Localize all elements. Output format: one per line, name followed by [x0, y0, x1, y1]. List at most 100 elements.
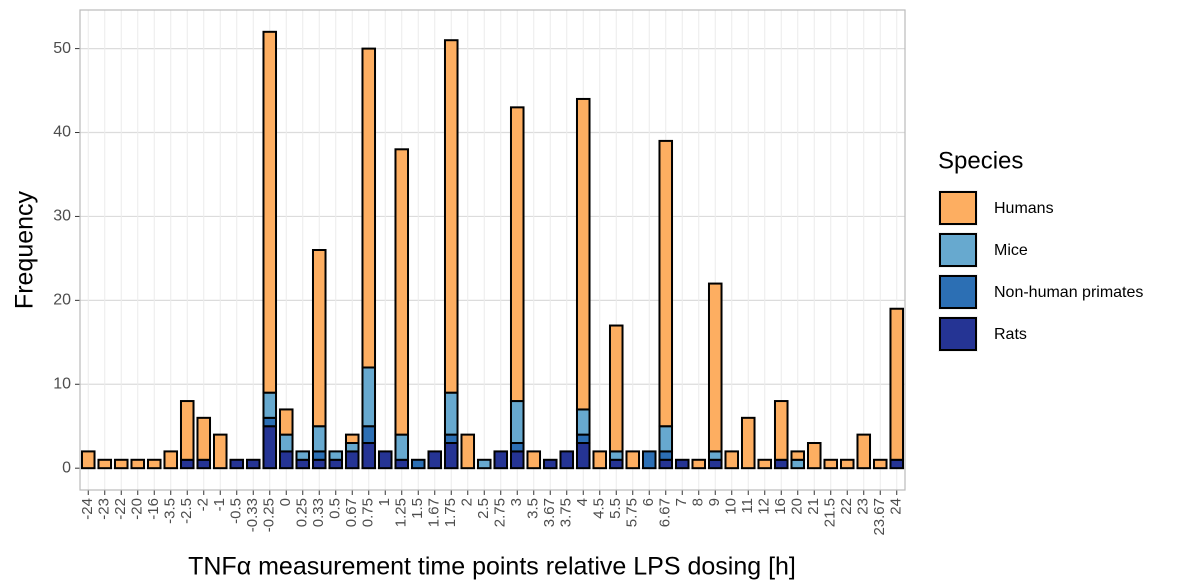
- legend-swatch: [939, 275, 977, 309]
- legend-title: Species: [938, 147, 1023, 174]
- bar-segment: [295, 450, 311, 461]
- x-tick-label: 6: [640, 498, 657, 506]
- x-tick-label: 0.67: [343, 498, 360, 527]
- bar-segment: [658, 450, 674, 461]
- bar-segment: [328, 450, 344, 461]
- bar-segment: [658, 458, 674, 470]
- panel-border: [79, 9, 906, 491]
- bar-segment: [493, 450, 509, 470]
- bar-segment: [262, 391, 278, 419]
- bar-segment: [179, 400, 195, 461]
- x-tick-label: 3.67: [541, 498, 558, 527]
- x-tick-label: 4: [574, 498, 591, 506]
- bar-segment: [608, 458, 624, 470]
- x-tick-label: -24: [79, 498, 96, 520]
- bar-segment: [311, 425, 327, 453]
- bar-segment: [757, 458, 773, 470]
- bar-segment: [130, 458, 146, 470]
- bar-segment: [262, 30, 278, 394]
- bar-segment: [394, 148, 410, 436]
- x-tick-label: 23.67: [871, 498, 888, 536]
- legend-swatch: [939, 191, 977, 225]
- bar-segment: [361, 366, 377, 428]
- bar-segment: [790, 458, 806, 470]
- legend-label: Rats: [994, 326, 1027, 343]
- legend-label: Non-human primates: [994, 284, 1143, 301]
- x-tick-label: 20: [789, 498, 806, 515]
- bar-segment: [443, 39, 459, 394]
- bar-segment: [427, 450, 443, 470]
- x-tick-label: 0.25: [294, 498, 311, 527]
- x-tick-label: 16: [772, 498, 789, 515]
- bar-segment: [526, 450, 542, 470]
- bar-segment: [707, 450, 723, 461]
- x-tick-label: -1: [211, 498, 228, 511]
- bar-segment: [872, 458, 888, 470]
- bar-segment: [509, 400, 525, 445]
- bar-segment: [674, 458, 690, 470]
- x-tick-label: -2.5: [178, 498, 195, 524]
- bar-segment: [361, 47, 377, 369]
- bar-segment: [707, 282, 723, 453]
- bar-segment: [163, 450, 179, 470]
- bar-segment: [295, 458, 311, 470]
- bar-segment: [823, 458, 839, 470]
- bar-segment: [608, 324, 624, 453]
- x-tick-label: 0.33: [310, 498, 327, 527]
- bar-segment: [311, 450, 327, 461]
- x-tick-label: -3.5: [162, 498, 179, 524]
- bar-segment: [575, 433, 591, 445]
- bar-segment: [889, 458, 905, 470]
- x-tick-label: 5.75: [624, 498, 641, 527]
- bar-segment: [575, 442, 591, 470]
- bar-segment: [509, 450, 525, 470]
- bar-segment: [856, 433, 872, 470]
- bar-segment: [97, 458, 113, 470]
- bar-segment: [262, 425, 278, 470]
- bar-segment: [394, 458, 410, 470]
- x-tick-label: 7: [673, 498, 690, 506]
- bar-segment: [278, 433, 294, 453]
- bar-segment: [245, 458, 261, 470]
- y-axis-title: Frequency: [11, 190, 39, 309]
- y-tick-label: 20: [53, 292, 71, 309]
- bar-segment: [724, 450, 740, 470]
- bar-segment: [113, 458, 129, 470]
- x-tick-label: -23: [96, 498, 113, 520]
- legend-label: Humans: [994, 200, 1054, 217]
- x-tick-label: 23: [855, 498, 872, 515]
- bar-segment: [773, 458, 789, 470]
- x-tick-label: -0.33: [244, 498, 261, 532]
- bar-segment: [806, 442, 822, 470]
- bar-segment: [344, 450, 360, 470]
- bar-segment: [608, 450, 624, 461]
- x-tick-label: 3: [508, 498, 525, 506]
- x-tick-label: 1.75: [442, 498, 459, 527]
- bar-segment: [790, 450, 806, 461]
- bar-segment: [509, 442, 525, 453]
- bar-segment: [311, 458, 327, 470]
- x-tick-label: -20: [129, 498, 146, 520]
- x-tick-label: 1: [376, 498, 393, 506]
- x-tick-label: 1.25: [393, 498, 410, 527]
- x-tick-label: 11: [739, 498, 756, 514]
- bar-segment: [707, 458, 723, 470]
- x-tick-label: 6.67: [657, 498, 674, 527]
- y-tick-label: 50: [53, 40, 71, 57]
- bar-segment: [773, 400, 789, 461]
- x-tick-label: 22: [838, 498, 855, 515]
- x-tick-label: 0.5: [327, 498, 344, 519]
- x-tick-label: -0.25: [261, 498, 278, 532]
- bar-segment: [592, 450, 608, 470]
- y-tick-label: 10: [53, 375, 71, 392]
- bar-segment: [839, 458, 855, 470]
- x-tick-label: -2: [195, 498, 212, 511]
- bar-segment: [344, 433, 360, 445]
- legend-label: Mice: [994, 242, 1028, 259]
- bar-segment: [542, 458, 558, 470]
- y-tick-label: 0: [62, 459, 71, 476]
- x-tick-label: 1.5: [409, 498, 426, 519]
- bar-segment: [658, 425, 674, 453]
- bar-segment: [740, 416, 756, 470]
